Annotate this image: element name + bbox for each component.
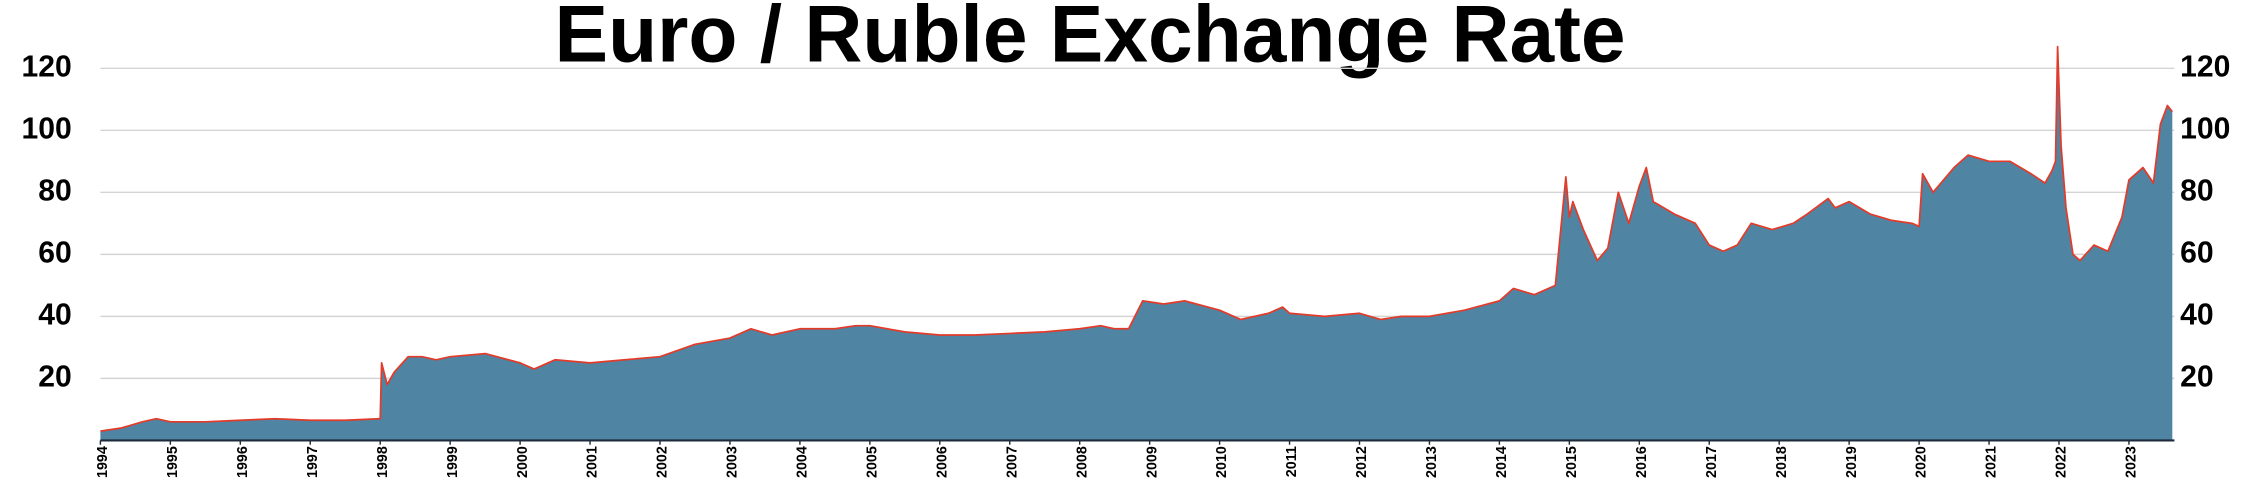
x-tick-label: 2017: [1704, 446, 1720, 478]
x-tick-label: 2006: [934, 446, 950, 478]
x-tick-label: 1995: [165, 446, 181, 478]
x-tick-label: 1997: [305, 446, 321, 478]
x-tick-label: 2020: [1914, 446, 1930, 478]
x-tick-label: 2014: [1494, 446, 1510, 478]
x-tick-label: 1996: [235, 446, 251, 478]
y-tick-label: 80: [38, 174, 72, 207]
x-tick-label: 2012: [1354, 446, 1370, 478]
x-tick-label: 2018: [1774, 446, 1790, 478]
y-tick-label: 100: [21, 112, 71, 145]
x-tick-label: 2007: [1004, 446, 1020, 478]
x-tick-label: 2009: [1144, 446, 1160, 478]
x-tick-label: 2015: [1564, 446, 1580, 478]
x-tick-label: 2005: [865, 446, 881, 478]
x-tick-label: 2004: [795, 446, 811, 478]
y-tick-label: 20: [38, 360, 72, 393]
x-tick-label: 2008: [1074, 446, 1090, 478]
area-line: [100, 45, 2173, 432]
y-tick-label: 60: [38, 236, 72, 269]
y2-tick-label: 20: [2180, 360, 2214, 393]
x-tick-label: 2023: [2124, 446, 2140, 478]
x-tick-label: 2021: [1984, 446, 2000, 478]
y2-tick-label: 80: [2180, 174, 2214, 207]
x-tick-label: 1999: [445, 446, 461, 478]
x-tick-label: 2003: [725, 446, 741, 478]
chart-title: Euro / Ruble Exchange Rate: [555, 0, 1626, 79]
x-tick-label: 2016: [1634, 446, 1650, 478]
y2-tick-label: 60: [2180, 236, 2214, 269]
x-tick-label: 2010: [1214, 446, 1230, 478]
x-tick-label: 2013: [1424, 446, 1440, 478]
x-tick-label: 2002: [655, 446, 671, 478]
y-tick-label: 120: [21, 50, 71, 83]
x-tick-label: 1998: [375, 446, 391, 478]
x-tick-label: 2011: [1284, 446, 1300, 477]
x-tick-label: 2022: [2054, 446, 2070, 478]
y-tick-label: 40: [38, 298, 72, 331]
y2-tick-label: 40: [2180, 298, 2214, 331]
x-tick-label: 2019: [1844, 446, 1860, 478]
y2-tick-label: 100: [2180, 112, 2230, 145]
x-tick-label: 1994: [95, 446, 111, 478]
x-tick-label: 2001: [585, 446, 601, 478]
y2-tick-label: 120: [2180, 50, 2230, 83]
area: [100, 46, 2173, 441]
x-tick-label: 2000: [515, 446, 531, 478]
